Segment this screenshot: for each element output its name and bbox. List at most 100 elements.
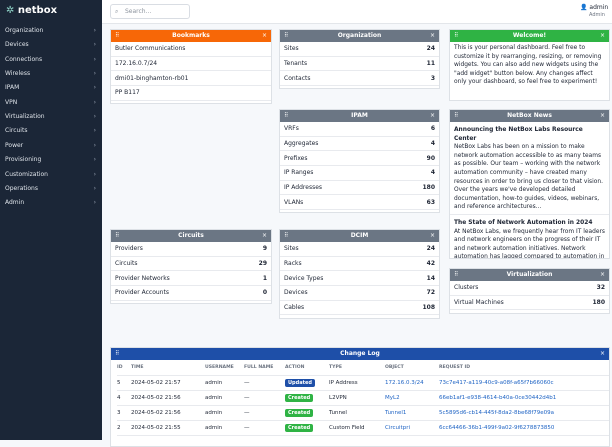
nav-item[interactable]: Admin — [5, 199, 25, 207]
count-value: 32 — [596, 284, 605, 292]
link[interactable]: Tunnel1 — [385, 409, 407, 416]
widget-header: ⠿ Bookmarks × — [111, 30, 271, 42]
nav-item[interactable]: Provisioning — [5, 156, 42, 164]
close-button[interactable]: × — [429, 32, 435, 39]
cell: 73c7e417-a119-40c9-a08f-a65f7b66060c — [439, 375, 609, 391]
count-label: Device Types — [284, 274, 324, 282]
count-row[interactable]: Contacts 3 — [280, 71, 439, 87]
nav-item[interactable]: Power — [5, 141, 24, 149]
link[interactable]: MyL2 — [385, 394, 400, 401]
nav-item[interactable]: Devices — [5, 41, 29, 49]
widget-title: Change Log — [340, 350, 380, 357]
nav-item[interactable]: IPAM — [5, 84, 20, 92]
count-row[interactable]: Prefixes 90 — [280, 151, 439, 167]
bookmark-link[interactable]: PP B117 — [115, 89, 140, 97]
cell: Tunnel1 — [385, 405, 439, 421]
count-row[interactable]: Sites 24 — [280, 42, 439, 57]
link[interactable]: 172.16.0.3/24 — [385, 379, 424, 386]
close-button[interactable]: × — [599, 350, 605, 357]
count-row[interactable]: Provider Networks 1 — [111, 271, 271, 287]
chevron: › — [93, 41, 96, 49]
nav-item[interactable]: Wireless — [5, 70, 31, 78]
nav-item[interactable]: Virtualization — [5, 113, 45, 121]
changelog-row: 5 2024-05-02 21:57 admin — Updated IP Address… — [117, 375, 609, 391]
widget: ⠿ IPAM × VRFs 6 Aggregates 4 Prefixes 90 IP Range… — [279, 109, 440, 213]
count-row[interactable]: VRFs 6 — [280, 122, 439, 137]
count-row[interactable]: IP Addresses 180 — [280, 181, 439, 196]
count-row[interactable]: Tenants 11 — [280, 57, 439, 72]
widget: ⠿ Circuits × Providers 9 Circuits 29 Provider N… — [110, 229, 272, 304]
count-row[interactable]: Clusters 32 — [450, 281, 609, 296]
count-row[interactable]: Racks 42 — [280, 257, 439, 272]
count-label: Provider Networks — [115, 274, 170, 282]
cell: 3 — [117, 405, 131, 421]
count-row[interactable]: Devices 72 — [280, 286, 439, 301]
widget-title: IPAM — [351, 112, 368, 119]
nav-item[interactable]: VPN — [5, 98, 18, 106]
column-header: REQUEST ID — [439, 360, 609, 376]
count-label: Tenants — [284, 60, 308, 68]
link[interactable]: 73c7e417-a119-40c9-a08f-a65f7b66060c — [439, 379, 554, 386]
search-box[interactable]: ⌕ Search... — [110, 4, 190, 19]
widget-header: ⠿ IPAM × — [280, 110, 439, 122]
nav-item[interactable]: Customization — [5, 170, 48, 178]
close-button[interactable]: × — [261, 232, 267, 239]
bookmark-link[interactable]: 172.16.0.7/24 — [115, 60, 158, 68]
count-label: IP Ranges — [284, 169, 314, 177]
link[interactable]: 5c5895d6-cb14-445f-8da2-8be68f79e09a — [439, 409, 555, 416]
bookmark: dmi01-binghamton-rb01 — [111, 71, 271, 87]
close-button[interactable]: × — [261, 32, 267, 39]
bookmark-link[interactable]: Butler Communications — [115, 45, 186, 53]
close-button[interactable]: × — [429, 232, 435, 239]
count-row[interactable]: Device Types 14 — [280, 271, 439, 287]
user-menu[interactable]: 👤 admin Admin — [580, 4, 609, 18]
widget: ⠿ Change Log × ID TIME USERNAME FULL NAME ACTIO… — [110, 347, 610, 447]
count-row[interactable]: VLANs 63 — [280, 195, 439, 211]
count-row[interactable]: Provider Accounts 0 — [111, 286, 271, 301]
cell: MyL2 — [385, 390, 439, 406]
count-row[interactable]: Cables 108 — [280, 301, 439, 316]
count-row[interactable]: Sites 24 — [280, 242, 439, 257]
count-row[interactable]: Circuits 29 — [111, 257, 271, 272]
cell-text: 2024-05-02 21:56 — [131, 409, 181, 416]
nav-item[interactable]: Operations — [5, 184, 38, 192]
news-title[interactable]: The State of Network Automation in 2024 — [454, 219, 593, 226]
widget: ⠿ Bookmarks × Butler Communications 172.16.0… — [110, 29, 272, 104]
link[interactable]: Circuitpri — [385, 424, 410, 431]
news-title[interactable]: Announcing the NetBox Labs Resource Cent… — [454, 127, 583, 142]
count-label: Contacts — [284, 74, 311, 82]
close-button[interactable]: × — [599, 271, 605, 278]
bookmark: Butler Communications — [111, 42, 271, 57]
count-row[interactable]: Virtual Machines 180 — [450, 296, 609, 311]
close-button[interactable]: × — [599, 112, 605, 119]
cell: IP Address — [329, 375, 385, 391]
widget-header: ⠿ Virtualization × — [450, 269, 609, 281]
close-button[interactable]: × — [429, 112, 435, 119]
cell: — — [244, 405, 285, 421]
nav-item[interactable]: Circuits — [5, 127, 28, 135]
changelog-row: 3 2024-05-02 21:56 admin — Created Tunnel Tunn… — [117, 405, 609, 421]
cell: 2024-05-02 21:56 — [131, 405, 205, 421]
logo[interactable]: ✲ netbox — [6, 5, 58, 16]
cell-text: Custom Field — [329, 424, 365, 431]
cell: 2024-05-02 21:55 — [131, 420, 205, 436]
count-row[interactable]: Providers 9 — [111, 242, 271, 257]
link[interactable]: 6cc64466-36b1-499f-9a02-9f6278873850 — [439, 424, 555, 431]
header-row: ID TIME USERNAME FULL NAME ACTION TYPE OBJECT R… — [117, 360, 609, 376]
close-button[interactable]: × — [599, 32, 605, 39]
chevron: › — [93, 27, 96, 34]
nav-item[interactable]: Organization — [5, 27, 44, 34]
count-row[interactable]: IP Ranges 4 — [280, 166, 439, 181]
link[interactable]: 66eb1af1-e938-4614-b40a-0ce30442d4b1 — [439, 394, 557, 401]
count-value: 72 — [426, 289, 435, 297]
cell: 2 — [117, 420, 131, 436]
nav-item[interactable]: Connections — [5, 55, 43, 63]
count-row[interactable]: Aggregates 4 — [280, 137, 439, 152]
column-header: TYPE — [329, 360, 385, 376]
count-label: Sites — [284, 45, 299, 53]
cell: Created — [285, 420, 329, 436]
count-label: IP Addresses — [284, 184, 323, 192]
count-value: 4 — [430, 169, 435, 177]
count-value: 9 — [262, 245, 267, 253]
bookmark-link[interactable]: dmi01-binghamton-rb01 — [115, 74, 189, 82]
